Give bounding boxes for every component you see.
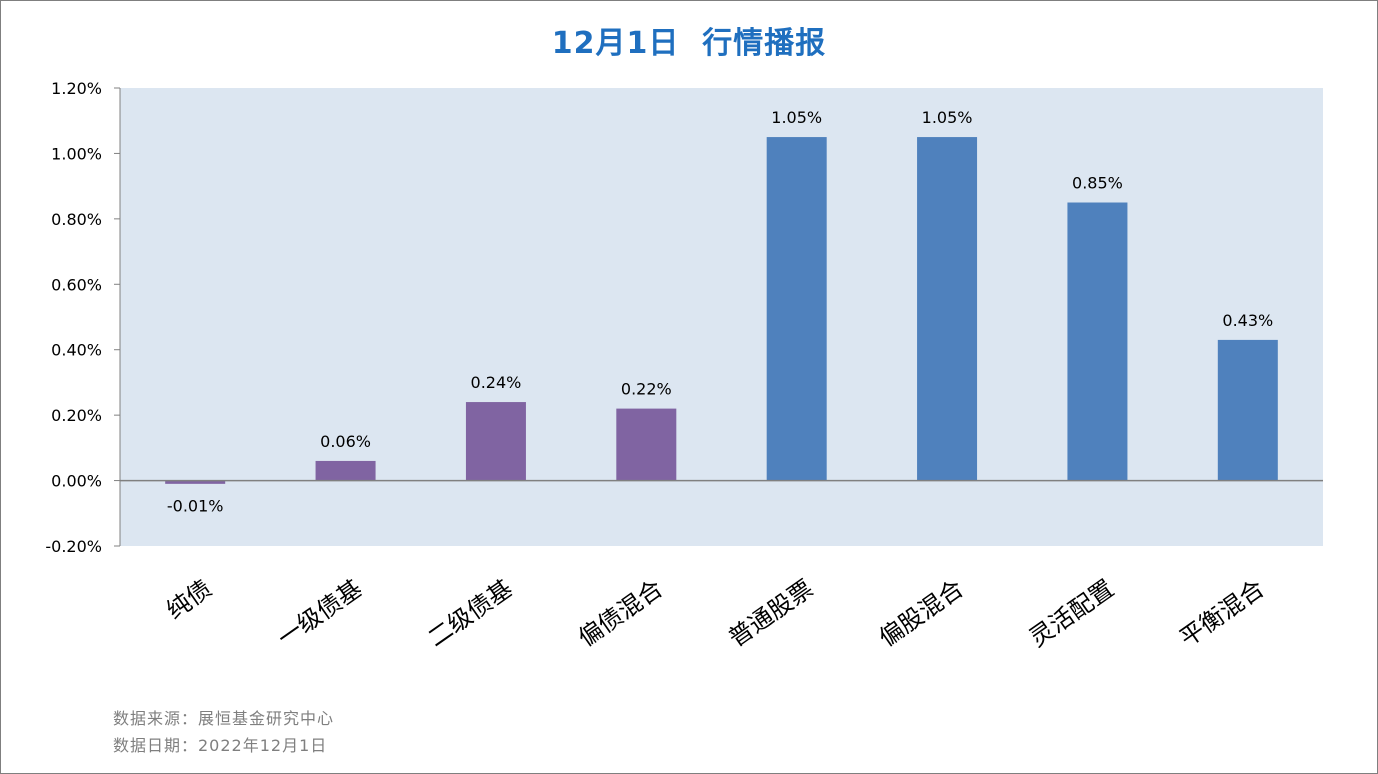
- data-source-note: 数据来源：展恒基金研究中心: [113, 709, 335, 728]
- data-label-1: -0.01%: [167, 497, 224, 516]
- axes-group: [114, 87, 1323, 547]
- data-label-8: 0.43%: [1222, 311, 1273, 330]
- category-label-5: 普通股票: [724, 574, 819, 652]
- data-date-note: 数据日期：2022年12月1日: [113, 736, 328, 755]
- bar-3: [465, 402, 526, 481]
- data-label-7: 0.85%: [1072, 174, 1123, 193]
- category-label-1: 纯债: [161, 574, 216, 624]
- category-label-7: 灵活配置: [1024, 574, 1119, 652]
- plot-area: [120, 88, 1323, 546]
- category-label-2: 一级债基: [272, 574, 367, 652]
- category-label-8: 平衡混合: [1175, 574, 1270, 652]
- data-label-6: 1.05%: [922, 108, 973, 127]
- chart-title: 12月1日 行情播报: [551, 26, 827, 61]
- data-label-2: 0.06%: [320, 432, 371, 451]
- y-tick-label-3: 0.20%: [51, 406, 102, 425]
- bar-2: [315, 460, 376, 481]
- bar-5: [766, 137, 827, 481]
- bar-8: [1217, 339, 1278, 481]
- y-tick-label-4: 0.40%: [51, 341, 102, 360]
- bar-6: [917, 137, 978, 481]
- bar-7: [1067, 202, 1128, 481]
- bar-1: [165, 480, 226, 484]
- data-label-5: 1.05%: [771, 108, 822, 127]
- y-tick-label-8: 1.20%: [51, 79, 102, 98]
- category-label-4: 偏债混合: [573, 574, 668, 652]
- y-tick-label-5: 0.60%: [51, 275, 102, 294]
- category-label-3: 二级债基: [423, 574, 518, 652]
- y-tick-label-7: 1.00%: [51, 144, 102, 163]
- bar-4: [616, 408, 677, 481]
- y-tick-label-2: 0.00%: [51, 472, 102, 491]
- data-label-3: 0.24%: [471, 373, 522, 392]
- category-label-6: 偏股混合: [874, 574, 969, 652]
- y-tick-label-6: 0.80%: [51, 210, 102, 229]
- bars-group: [165, 137, 1278, 484]
- data-label-4: 0.22%: [621, 380, 672, 399]
- y-tick-label-1: -0.20%: [45, 537, 102, 556]
